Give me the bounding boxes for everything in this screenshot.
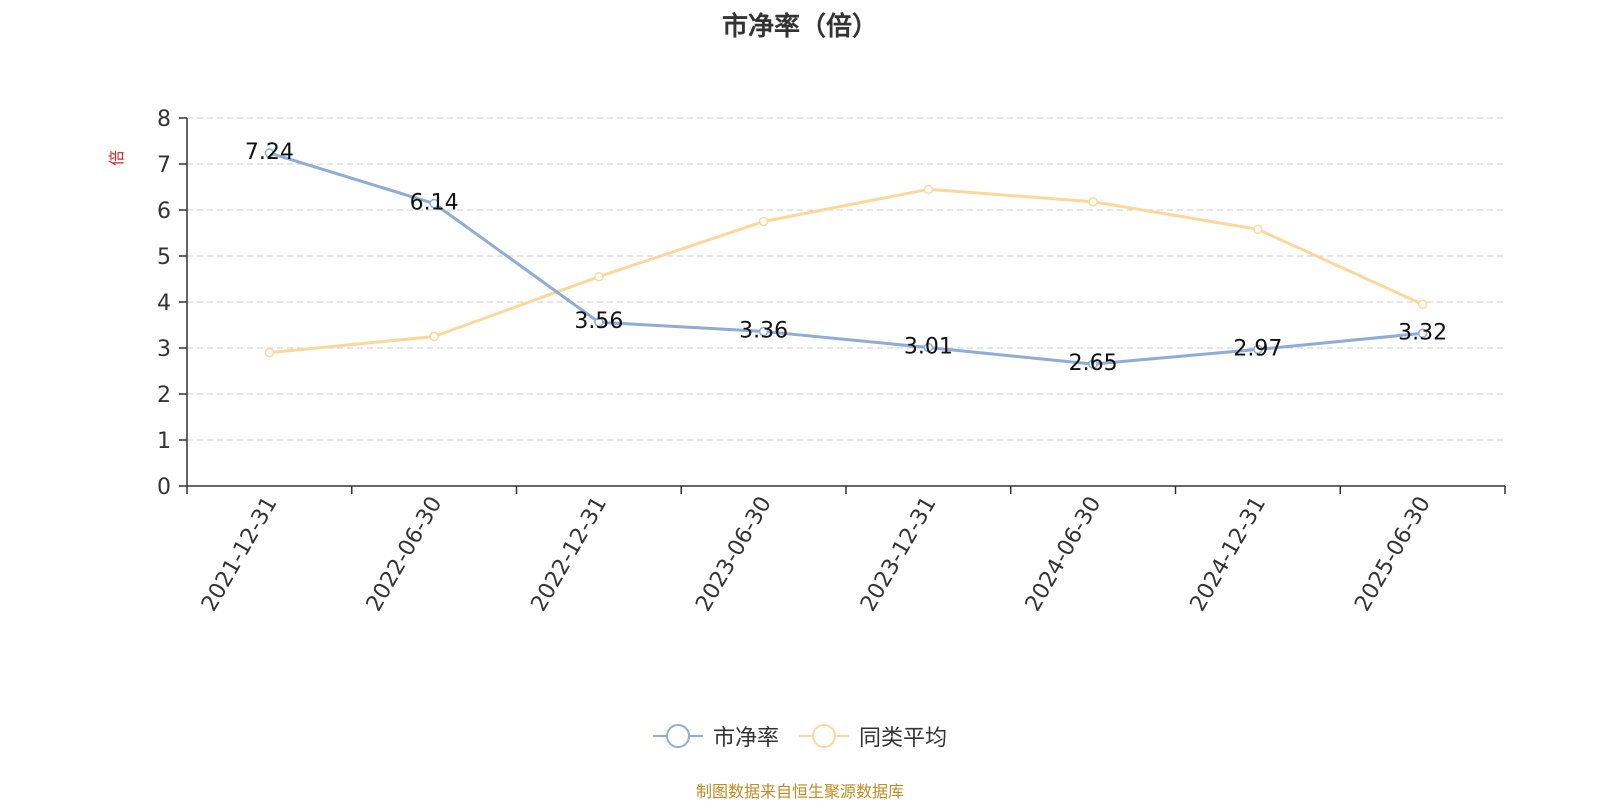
- legend: 市净率 同类平均: [0, 718, 1600, 754]
- series-1-point: [1088, 196, 1098, 207]
- series-1-point: [1417, 299, 1428, 310]
- series-0-point: [1253, 344, 1263, 355]
- legend-series-0-label: 市净率: [712, 726, 779, 751]
- series-1-point: [264, 347, 275, 358]
- y-tick-label: 2: [157, 383, 171, 408]
- series-0-point: [429, 198, 439, 209]
- y-tick-label: 1: [157, 429, 171, 454]
- series-1-point: [594, 271, 604, 282]
- series-0-line: [268, 151, 1423, 366]
- series-0-point: [1417, 328, 1428, 339]
- series-0-point: [1088, 359, 1098, 369]
- chart-title: 市净率（倍）: [721, 12, 878, 42]
- series-0-point: [923, 342, 934, 353]
- series-1-point: [1253, 224, 1263, 235]
- x-tick-label: 2022-12-31: [526, 493, 612, 616]
- data-label: 7.24: [245, 140, 294, 165]
- legend-series-1-icon: [799, 723, 849, 749]
- series-1-point: [758, 216, 769, 227]
- legend-item-series-1[interactable]: 同类平均: [799, 720, 947, 752]
- data-label: 3.01: [904, 335, 953, 360]
- y-tick-label: 6: [157, 199, 171, 224]
- y-tick-label: 7: [157, 153, 171, 178]
- x-tick-label: 2025-06-30: [1350, 493, 1436, 616]
- y-tick-label: 4: [157, 291, 171, 316]
- series-0-point: [594, 317, 604, 327]
- data-label: 2.97: [1233, 336, 1282, 361]
- series-0-point: [264, 148, 275, 158]
- legend-item-series-0[interactable]: 市净率: [652, 720, 779, 752]
- data-label: 2.65: [1069, 351, 1118, 376]
- x-tick-label: 2022-06-30: [362, 493, 448, 616]
- data-label: 3.36: [739, 318, 788, 343]
- series-1-line: [269, 187, 1424, 355]
- y-axis-label: 倍: [107, 150, 126, 166]
- x-tick-label: 2024-06-30: [1021, 493, 1107, 616]
- x-tick-label: 2023-12-31: [856, 493, 942, 616]
- data-label: 3.32: [1398, 320, 1447, 345]
- y-tick-label: 8: [157, 107, 171, 132]
- series-1-point: [429, 331, 439, 342]
- x-tick-label: 2024-12-31: [1185, 493, 1271, 616]
- y-tick-label: 0: [157, 475, 171, 500]
- series-1-point: [923, 184, 934, 195]
- source-note: 制图数据来自恒生聚源数据库: [695, 782, 904, 801]
- x-tick-label: 2023-06-30: [691, 493, 777, 616]
- data-label: 3.56: [574, 309, 623, 334]
- y-tick-label: 5: [157, 245, 171, 270]
- data-label: 6.14: [410, 191, 459, 216]
- legend-series-0-icon: [652, 723, 703, 749]
- legend-series-1-label: 同类平均: [859, 726, 948, 751]
- series-0-point: [758, 326, 769, 337]
- y-tick-label: 3: [157, 337, 171, 362]
- x-tick-label: 2021-12-31: [197, 493, 283, 616]
